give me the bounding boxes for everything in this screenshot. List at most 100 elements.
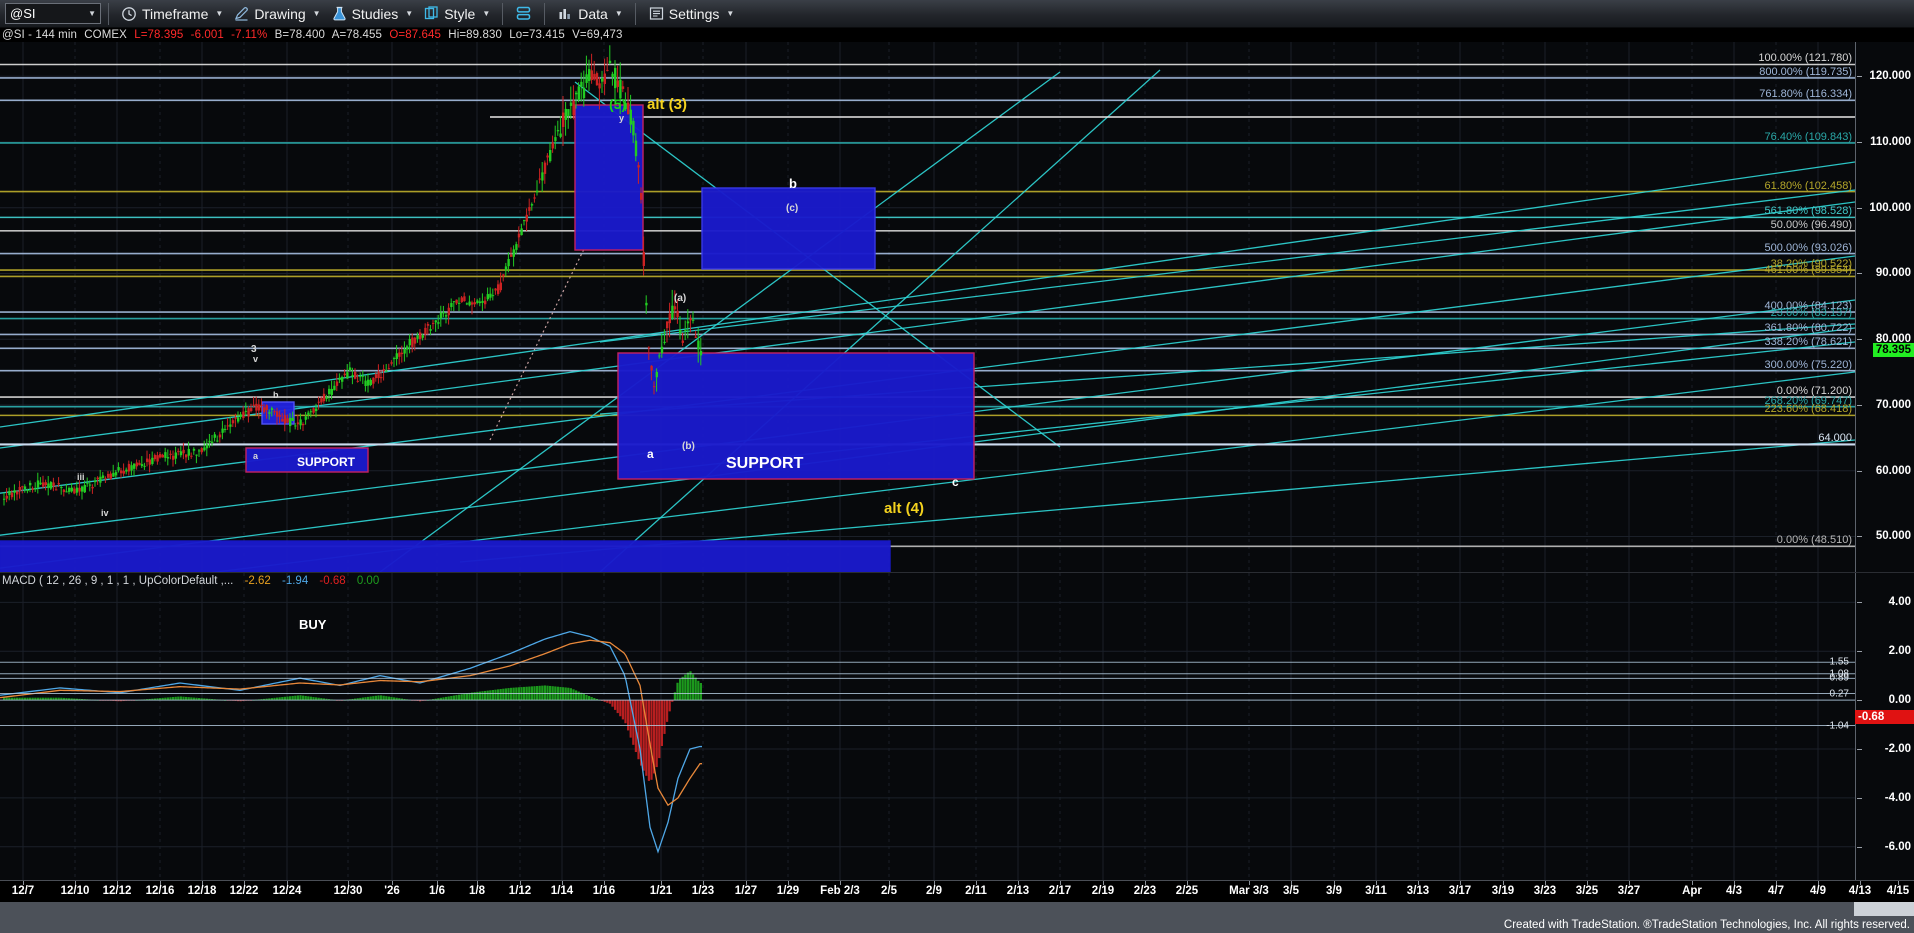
price-axis-tick: 100.000 bbox=[1869, 201, 1911, 214]
wave-label: v bbox=[253, 354, 259, 364]
date-axis-tick: 3/17 bbox=[1448, 885, 1472, 897]
date-axis-tick: 4/7 bbox=[1768, 885, 1784, 897]
chevron-down-icon: ▼ bbox=[88, 9, 96, 18]
price-axis-tick: 110.000 bbox=[1870, 135, 1911, 148]
date-axis-tick: 4/9 bbox=[1810, 885, 1826, 897]
macd-axis-tick: -6.00 bbox=[1884, 840, 1911, 853]
date-axis-tickmark bbox=[1692, 881, 1693, 885]
date-axis-tickmark bbox=[202, 881, 203, 885]
date-axis-tickmark bbox=[976, 881, 977, 885]
wave-label: a bbox=[647, 447, 654, 461]
date-axis-tick: 1/29 bbox=[776, 885, 800, 897]
fibonacci-level-label: 64.000 bbox=[1818, 432, 1852, 445]
macd-inline-value: 0.89 bbox=[1829, 672, 1849, 684]
fibonacci-level-label: 223.60% (68.418) bbox=[1764, 403, 1852, 416]
price-axis-tickmark bbox=[1857, 339, 1862, 341]
date-axis-tickmark bbox=[1376, 881, 1377, 885]
macd-inline-value: -1.04 bbox=[1826, 720, 1849, 732]
date-axis-tickmark bbox=[1860, 881, 1861, 885]
macd-inline-value: 1.55 bbox=[1829, 656, 1849, 668]
date-axis-tickmark bbox=[520, 881, 521, 885]
price-axis-tickmark bbox=[1857, 470, 1862, 472]
date-axis-tickmark bbox=[1818, 881, 1819, 885]
date-axis-tick: 4/13 bbox=[1848, 885, 1872, 897]
date-axis-tick: 2/11 bbox=[965, 885, 987, 897]
date-axis[interactable]: 12/7 12/10 12/12 12/16 12/18 12/22 12/24 12/30 '… bbox=[0, 880, 1914, 902]
date-axis-tick: 2/23 bbox=[1133, 885, 1157, 897]
fibonacci-level-label: 76.40% (109.843) bbox=[1764, 130, 1852, 143]
wave-label: 3 bbox=[251, 344, 257, 355]
date-axis-tickmark bbox=[889, 881, 890, 885]
price-axis-tick: 120.000 bbox=[1869, 70, 1911, 83]
date-axis-tickmark bbox=[75, 881, 76, 885]
buy-signal-label: BUY bbox=[299, 617, 327, 632]
fibonacci-level-label: 500.00% (93.026) bbox=[1764, 241, 1852, 254]
bars-icon bbox=[557, 5, 574, 22]
date-axis-tickmark bbox=[392, 881, 393, 885]
quote-high: Hi=89.830 bbox=[448, 29, 502, 41]
wave-label: y bbox=[619, 113, 625, 123]
macd-axis-tick: -2.00 bbox=[1884, 743, 1911, 755]
date-axis-tickmark bbox=[1018, 881, 1019, 885]
macd-axis-tickmark bbox=[1857, 797, 1862, 799]
macd-axis-tick: 0.00 bbox=[1888, 694, 1911, 707]
toolbar-divider bbox=[502, 2, 504, 25]
wave-label: b bbox=[273, 390, 279, 400]
price-axis-tick: 80.000 bbox=[1875, 333, 1911, 346]
macd-axis-tick: 2.00 bbox=[1888, 645, 1911, 658]
toolbar-button-data[interactable]: Data ▼ bbox=[552, 1, 628, 27]
wave-label: a bbox=[253, 451, 259, 461]
fibonacci-level-label: 38.20% (90.522) bbox=[1770, 258, 1852, 271]
horizontal-scrollbar[interactable] bbox=[1854, 902, 1914, 916]
date-axis-tickmark bbox=[840, 881, 841, 885]
macd-axis-tickmark bbox=[1857, 846, 1862, 848]
fibonacci-level-label: 23.60% (83.137) bbox=[1770, 306, 1852, 319]
date-axis-tickmark bbox=[1334, 881, 1335, 885]
toolbar-button-timeframe[interactable]: Timeframe ▼ bbox=[116, 1, 228, 27]
macd-axis[interactable]: 4.00 2.00 0.00 -2.00 -4.00 -6.00 -0.68 bbox=[1855, 573, 1914, 880]
wave-label: (a) bbox=[674, 293, 687, 304]
date-axis-tick: 3/9 bbox=[1326, 885, 1342, 897]
date-axis-tickmark bbox=[1460, 881, 1461, 885]
toolbar-label-data: Data bbox=[578, 5, 608, 22]
toolbar-button-drawing[interactable]: Drawing ▼ bbox=[228, 1, 325, 27]
date-axis-tickmark bbox=[746, 881, 747, 885]
macd-axis-tickmark bbox=[1857, 602, 1862, 604]
toolbar-button-studies[interactable]: Studies ▼ bbox=[326, 1, 419, 27]
quote-exchange: COMEX bbox=[84, 29, 127, 41]
toolbar-button-settings[interactable]: Settings ▼ bbox=[643, 1, 740, 27]
macd-study-header[interactable]: MACD ( 12 , 26 , 9 , 1 , 1 , UpColorDefa… bbox=[2, 575, 379, 587]
wave-label: iii bbox=[77, 472, 85, 482]
macd-axis-tick: 4.00 bbox=[1888, 596, 1911, 609]
date-axis-tickmark bbox=[703, 881, 704, 885]
macd-plot[interactable]: BUY 1.55 1.08 0.89 0.27 -1.04 bbox=[0, 573, 1855, 880]
date-axis-tickmark bbox=[1898, 881, 1899, 885]
price-axis[interactable]: 120.000 110.000 100.000 90.000 80.000 70.000 6… bbox=[1855, 42, 1914, 572]
date-axis-tick: 2/5 bbox=[881, 885, 897, 897]
credit-text: Created with TradeStation. ®TradeStation… bbox=[1503, 919, 1910, 931]
date-axis-tick: Apr bbox=[1682, 885, 1702, 897]
toolbar-button-layout[interactable] bbox=[510, 1, 537, 27]
fibonacci-level-label: 461.00% (89.554) bbox=[1764, 264, 1852, 277]
price-pane[interactable]: (5) alt (3) b (c) (a) a (b) c alt (4) 3 v b a iii iv y S… bbox=[0, 42, 1914, 572]
symbol-selector[interactable]: @SI ▼ bbox=[5, 3, 101, 24]
price-axis-tickmark bbox=[1857, 536, 1862, 538]
date-axis-tickmark bbox=[1103, 881, 1104, 885]
date-axis-tick: 2/17 bbox=[1048, 885, 1072, 897]
toolbar-button-style[interactable]: Style ▼ bbox=[418, 1, 495, 27]
macd-pane[interactable]: BUY 1.55 1.08 0.89 0.27 -1.04 4.00 2.00 0.00 -2… bbox=[0, 572, 1914, 880]
date-axis-tickmark bbox=[1418, 881, 1419, 885]
support-label: SUPPORT bbox=[297, 455, 356, 469]
wave-label: b bbox=[789, 176, 797, 191]
date-axis-tick: 4/15 bbox=[1886, 885, 1910, 897]
wave-label: iv bbox=[101, 508, 109, 518]
date-axis-tick: 1/6 bbox=[429, 885, 445, 897]
macd-value-1: -2.62 bbox=[244, 575, 271, 587]
price-plot[interactable]: (5) alt (3) b (c) (a) a (b) c alt (4) 3 v b a iii iv y S… bbox=[0, 42, 1855, 572]
quote-bid: B=78.400 bbox=[274, 29, 326, 41]
wave-label: (b) bbox=[682, 441, 695, 452]
chart-area[interactable]: (5) alt (3) b (c) (a) a (b) c alt (4) 3 v b a iii iv y S… bbox=[0, 42, 1914, 880]
chevron-down-icon: ▼ bbox=[482, 9, 491, 18]
fibonacci-level-label: 338.20% (78.621) bbox=[1764, 336, 1852, 349]
date-axis-tick: 3/19 bbox=[1491, 885, 1515, 897]
